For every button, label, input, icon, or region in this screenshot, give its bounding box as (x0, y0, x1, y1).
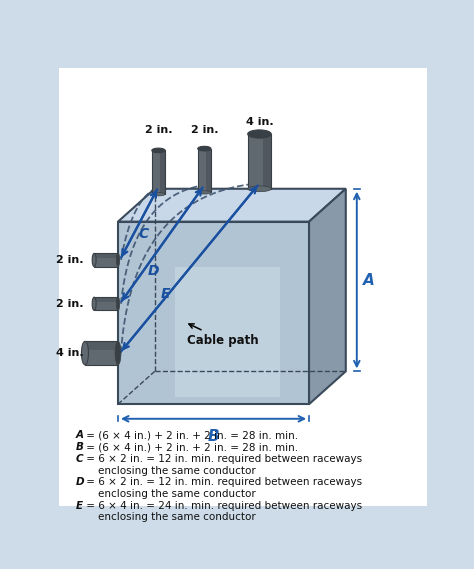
Text: enclosing the same conductor: enclosing the same conductor (98, 465, 255, 476)
Polygon shape (206, 149, 211, 192)
Text: = 6 × 2 in. = 12 in. min. required between raceways: = 6 × 2 in. = 12 in. min. required betwe… (83, 477, 362, 487)
Polygon shape (94, 297, 118, 302)
Text: 2 in.: 2 in. (145, 125, 172, 135)
Text: enclosing the same conductor: enclosing the same conductor (98, 512, 255, 522)
Polygon shape (248, 134, 271, 189)
Polygon shape (94, 253, 118, 266)
Text: A: A (76, 431, 84, 440)
Text: enclosing the same conductor: enclosing the same conductor (98, 489, 255, 499)
Text: = (6 × 4 in.) + 2 in. + 2 in. = 28 in. min.: = (6 × 4 in.) + 2 in. + 2 in. = 28 in. m… (83, 431, 298, 440)
Polygon shape (160, 150, 165, 194)
Ellipse shape (82, 341, 89, 365)
Text: A: A (364, 273, 375, 287)
FancyBboxPatch shape (55, 64, 431, 511)
Text: = 6 × 2 in. = 12 in. min. required between raceways: = 6 × 2 in. = 12 in. min. required betwe… (83, 454, 362, 464)
Text: 4 in.: 4 in. (246, 117, 273, 127)
Text: C: C (138, 227, 148, 241)
Ellipse shape (117, 297, 119, 310)
Text: D: D (76, 477, 84, 487)
Text: = (6 × 4 in.) + 2 in. + 2 in. = 28 in. min.: = (6 × 4 in.) + 2 in. + 2 in. = 28 in. m… (83, 442, 298, 452)
Ellipse shape (198, 191, 211, 194)
Polygon shape (198, 149, 211, 192)
Polygon shape (175, 267, 281, 397)
Polygon shape (94, 253, 118, 258)
Polygon shape (85, 341, 118, 349)
Text: 4 in.: 4 in. (55, 348, 83, 358)
Text: E: E (160, 287, 170, 302)
Text: E: E (76, 501, 83, 510)
Polygon shape (309, 189, 346, 404)
Ellipse shape (248, 130, 271, 138)
Text: = 6 × 4 in. = 24 in. min. required between raceways: = 6 × 4 in. = 24 in. min. required betwe… (83, 501, 362, 510)
Polygon shape (263, 134, 271, 189)
Polygon shape (118, 222, 309, 404)
Text: C: C (76, 454, 83, 464)
Text: D: D (147, 263, 159, 278)
Text: 2 in.: 2 in. (55, 255, 83, 265)
Text: 2 in.: 2 in. (191, 125, 218, 135)
Text: B: B (208, 429, 219, 444)
Polygon shape (152, 150, 165, 194)
Text: Cable path: Cable path (187, 324, 259, 347)
Ellipse shape (198, 146, 211, 151)
Ellipse shape (248, 186, 271, 192)
Ellipse shape (92, 297, 96, 310)
Ellipse shape (115, 341, 121, 365)
Polygon shape (94, 297, 118, 310)
Text: 2 in.: 2 in. (55, 299, 83, 309)
Text: B: B (76, 442, 83, 452)
Ellipse shape (92, 253, 96, 266)
Polygon shape (85, 341, 118, 365)
Ellipse shape (117, 253, 119, 266)
Polygon shape (118, 189, 346, 222)
Ellipse shape (152, 148, 165, 152)
Ellipse shape (152, 192, 165, 196)
